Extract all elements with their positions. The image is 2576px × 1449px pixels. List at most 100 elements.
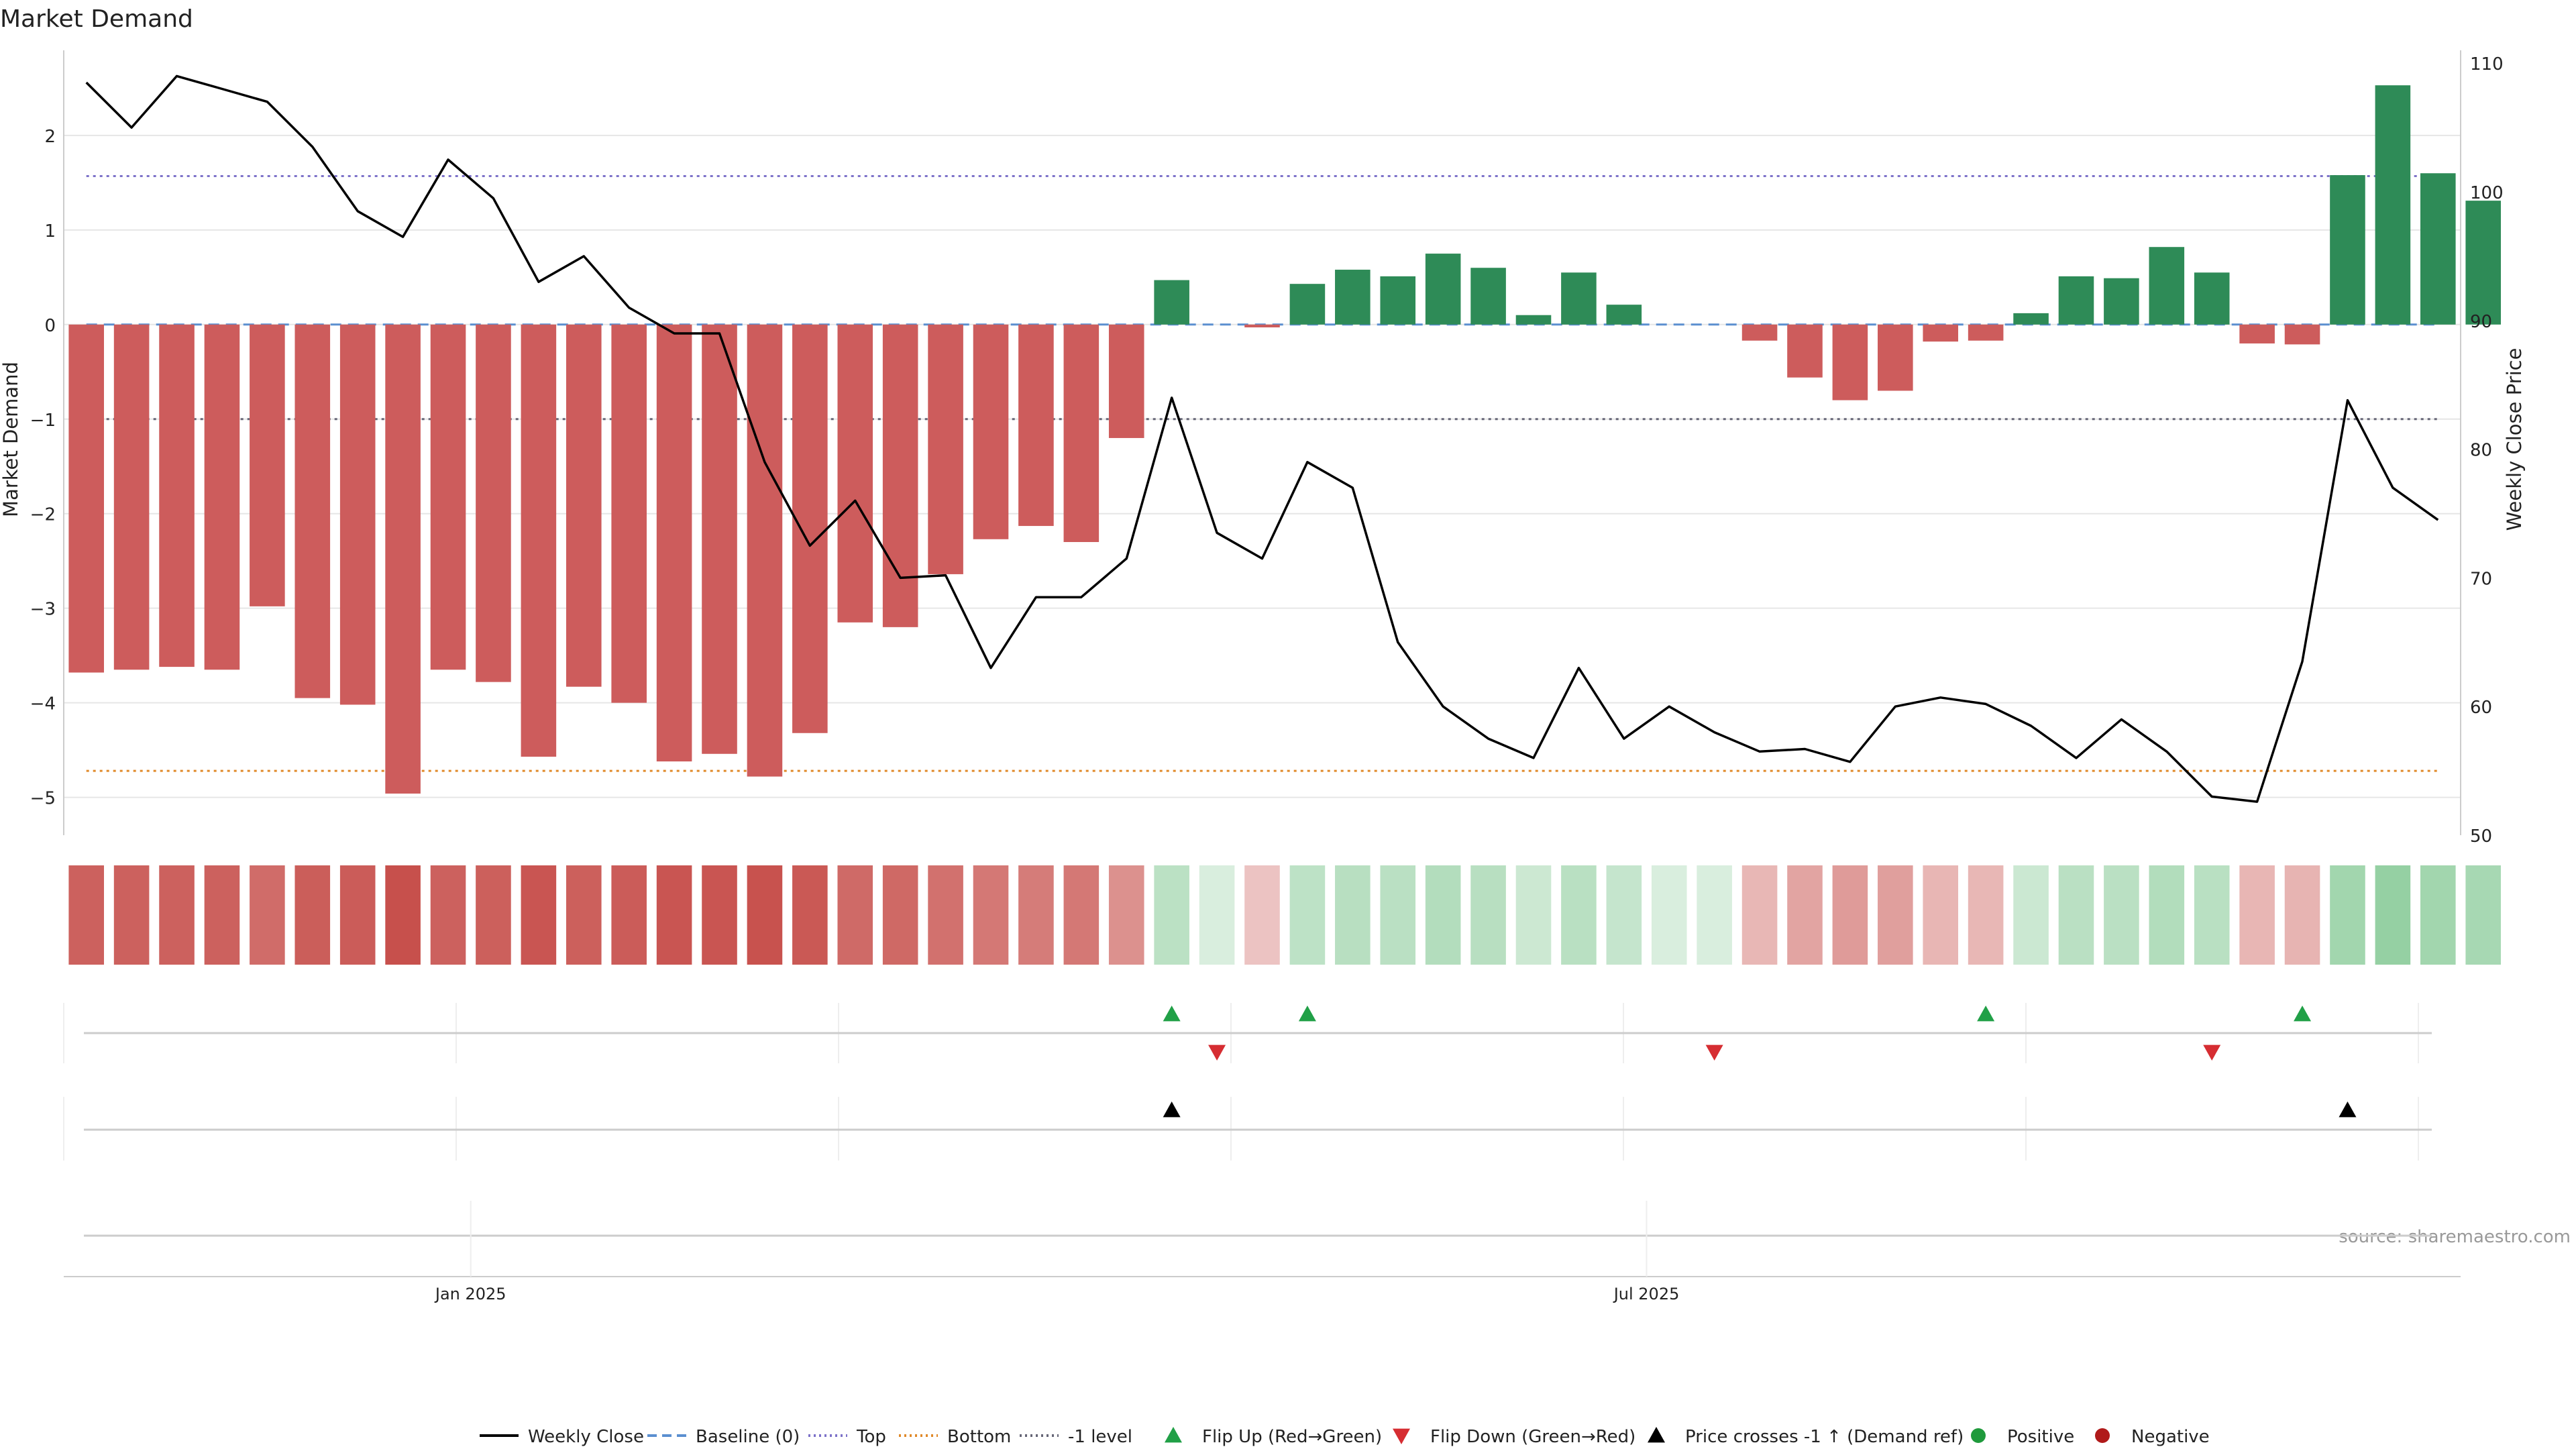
price-cross-marker [2339,1102,2357,1118]
demand-bar [2194,272,2230,325]
demand-bar [747,324,783,777]
heat-cell [521,865,557,965]
demand-bar [2330,175,2365,325]
demand-bar [1063,324,1099,543]
demand-bar [837,324,873,623]
heat-cell [1741,865,1778,965]
heat-cell [2465,865,2501,965]
demand-bar [430,324,466,670]
weekly-close-line [85,74,2439,803]
flip-up-marker [1163,1006,1181,1022]
legend-swatch-triangle-up [1165,1427,1182,1443]
heat-cell [1878,865,1913,965]
x-axis: Jan 2025 Jul 2025 [64,1201,2461,1303]
grid-lines [64,134,2461,798]
heat-cell [1606,865,1642,965]
heat-cell [1697,865,1732,965]
legend-label: -1 level [1068,1427,1132,1447]
heat-cell [1787,865,1823,965]
heat-cell [1561,865,1597,965]
heat-cell [837,865,873,965]
heat-cell [2284,865,2320,965]
heat-cell [1380,865,1416,965]
legend-label: Negative [2131,1427,2210,1447]
source-text: source: sharemaestro.com [2339,1227,2571,1247]
demand-bar [2465,201,2501,325]
heat-cell [250,865,285,965]
heat-cell [2330,865,2365,965]
axes: 2 1 0 −1 −2 −3 −4 −5 110 100 90 80 70 60 50 [30,50,2504,847]
flip-up-marker [1298,1006,1316,1022]
heat-cell [1018,865,1054,965]
y-tick-label-right: 70 [2470,569,2492,589]
demand-bar [159,324,195,667]
demand-bar [385,324,421,794]
demand-bar [1787,324,1823,378]
x-tick-label: Jul 2025 [1613,1285,1680,1303]
demand-bar [611,324,647,703]
y-tick-label-right: 100 [2470,183,2504,203]
heat-cell [792,865,828,965]
heat-cell [1154,865,1189,965]
flip-up-marker [2294,1006,2312,1022]
heat-cell [339,865,376,965]
legend-label: Positive [2007,1427,2074,1447]
y-tick-label-right: 110 [2470,54,2504,74]
demand-bar [702,324,737,754]
legend-label: Baseline (0) [696,1427,800,1447]
y-tick-label-left: −2 [30,505,56,525]
flip-up-marker [1977,1006,1995,1022]
heat-cell [611,865,647,965]
heat-cell [2013,865,2049,965]
y-tick-label-left: −4 [30,694,56,714]
flip-down-marker [1705,1044,1723,1061]
demand-bar [1108,324,1144,438]
heat-cell [566,865,602,965]
demand-bar [973,324,1009,539]
flip-down-marker [1208,1044,1226,1061]
heat-cell [1923,865,1959,965]
demand-bar [1244,324,1280,328]
demand-bar [1470,268,1506,325]
price-cross-panel [63,1097,2432,1161]
demand-bar [2375,85,2411,325]
y-tick-label-left: 2 [44,127,56,147]
demand-bar [1018,324,1054,527]
demand-bar [928,324,963,574]
heat-cell [2375,865,2411,965]
y-tick-label-right: 50 [2470,826,2492,847]
heat-cell [2058,865,2094,965]
y-tick-label-left: −3 [30,600,56,620]
demand-bar [1380,276,1416,325]
heat-cell [2420,865,2456,965]
flip-markers-panel [63,1003,2432,1063]
demand-bar [1561,272,1597,325]
price-cross-marker [1163,1102,1181,1118]
y-tick-label-left: 1 [44,221,56,241]
chart-title: Market Demand [0,5,193,33]
heat-cell [928,865,963,965]
heat-cell [113,865,150,965]
heat-cell [430,865,466,965]
demand-bar [2149,247,2185,325]
y-axis-left-label: Market Demand [0,362,22,517]
demand-bar [656,324,692,762]
demand-bar [1878,324,1913,391]
heat-cell [1289,865,1326,965]
heat-cell [1832,865,1868,965]
legend-label: Weekly Close [528,1427,644,1447]
heat-cell [159,865,195,965]
legend: Weekly Close Baseline (0) Top Bottom -1 leve… [480,1427,2210,1447]
demand-bar [1741,324,1778,341]
y-tick-label-left: −1 [30,411,56,431]
heat-cell [385,865,421,965]
x-tick-label: Jan 2025 [434,1285,506,1303]
legend-label: Price crosses -1 ↑ (Demand ref) [1685,1427,1964,1447]
heat-cell [476,865,511,965]
heat-cell [2104,865,2139,965]
heat-cell [1425,865,1461,965]
legend-swatch-triangle-down [1393,1428,1410,1444]
demand-bar [521,324,557,757]
demand-bar [2104,278,2139,325]
